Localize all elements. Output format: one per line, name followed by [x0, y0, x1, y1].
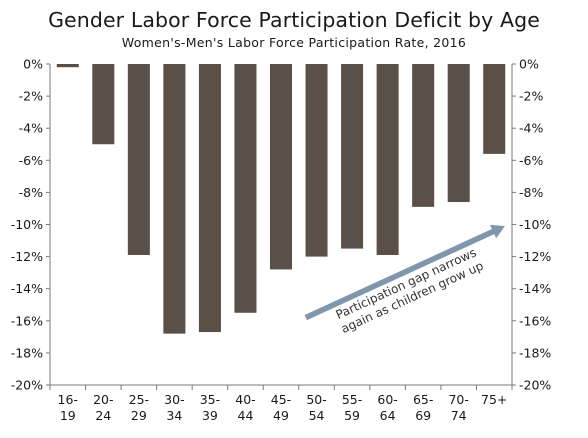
x-tick-label: 49	[273, 408, 289, 423]
x-tick-label: 64	[380, 408, 396, 423]
x-tick-label: 35-	[200, 392, 220, 407]
x-tick-label: 19	[60, 408, 76, 423]
bar	[163, 64, 186, 334]
x-tick-label: 30-	[164, 392, 184, 407]
x-tick-label: 74	[451, 408, 467, 423]
y-tick-label-left: -16%	[11, 313, 43, 328]
bar	[341, 64, 364, 249]
x-tick-label: 45-	[271, 392, 291, 407]
y-tick-label-right: 0%	[519, 57, 539, 72]
x-tick-label: 24	[95, 408, 111, 423]
x-tick-label: 75+	[481, 392, 507, 407]
x-tick-label: 54	[309, 408, 325, 423]
x-tick-label: 50-	[306, 392, 326, 407]
y-tick-label-left: -10%	[11, 217, 43, 232]
y-tick-label-right: -4%	[519, 121, 543, 136]
x-tick-label: 70-	[448, 392, 468, 407]
y-tick-label-right: -2%	[519, 89, 543, 104]
chart-subtitle: Women's-Men's Labor Force Participation …	[121, 35, 467, 50]
x-tick-label: 29	[131, 408, 147, 423]
axes-layer	[46, 63, 516, 390]
y-tick-label-left: 0%	[23, 57, 43, 72]
y-tick-label-left: -2%	[19, 89, 43, 104]
y-tick-label-left: -20%	[11, 378, 43, 393]
y-tick-label-left: -18%	[11, 345, 43, 360]
bars-layer	[56, 64, 506, 334]
x-tick-label: 65-	[413, 392, 433, 407]
bar	[234, 64, 257, 313]
x-tick-label: 60-	[377, 392, 397, 407]
x-tick-label: 59	[344, 408, 360, 423]
bar	[376, 64, 399, 255]
y-tick-label-right: -12%	[519, 249, 551, 264]
x-tick-label: 55-	[342, 392, 362, 407]
x-tick-label: 25-	[129, 392, 149, 407]
y-tick-label-left: -6%	[19, 153, 43, 168]
x-tick-label: 44	[238, 408, 254, 423]
x-tick-label: 40-	[235, 392, 255, 407]
bar	[447, 64, 470, 203]
bar	[92, 64, 115, 145]
y-tick-label-right: -10%	[519, 217, 551, 232]
y-tick-label-left: -4%	[19, 121, 43, 136]
x-tick-label: 39	[202, 408, 218, 423]
bar	[56, 64, 79, 68]
x-tick-label: 34	[166, 408, 182, 423]
labels-layer: 0% 0% -2% -2% -4% -4% -6% -6% -8% -8% -10% -10% -12%…	[11, 57, 552, 424]
y-tick-label-left: -8%	[19, 185, 43, 200]
bar	[483, 64, 506, 154]
x-tick-label: 20-	[93, 392, 113, 407]
x-tick-label: 69	[415, 408, 431, 423]
annotation-arrow	[304, 224, 505, 321]
y-tick-label-left: -14%	[11, 281, 43, 296]
y-tick-label-right: -8%	[519, 185, 543, 200]
x-tick-label: 16-	[58, 392, 78, 407]
y-tick-label-right: -14%	[519, 281, 551, 296]
chart-title: Gender Labor Force Participation Deficit…	[48, 8, 540, 32]
bar	[198, 64, 221, 333]
y-tick-label-right: -18%	[519, 345, 551, 360]
y-tick-label-right: -20%	[519, 378, 551, 393]
bar	[412, 64, 435, 207]
bar	[127, 64, 150, 255]
bar	[269, 64, 293, 270]
y-tick-label-right: -6%	[519, 153, 543, 168]
y-tick-label-right: -16%	[519, 313, 551, 328]
bar	[305, 64, 328, 257]
y-tick-label-left: -12%	[11, 249, 43, 264]
